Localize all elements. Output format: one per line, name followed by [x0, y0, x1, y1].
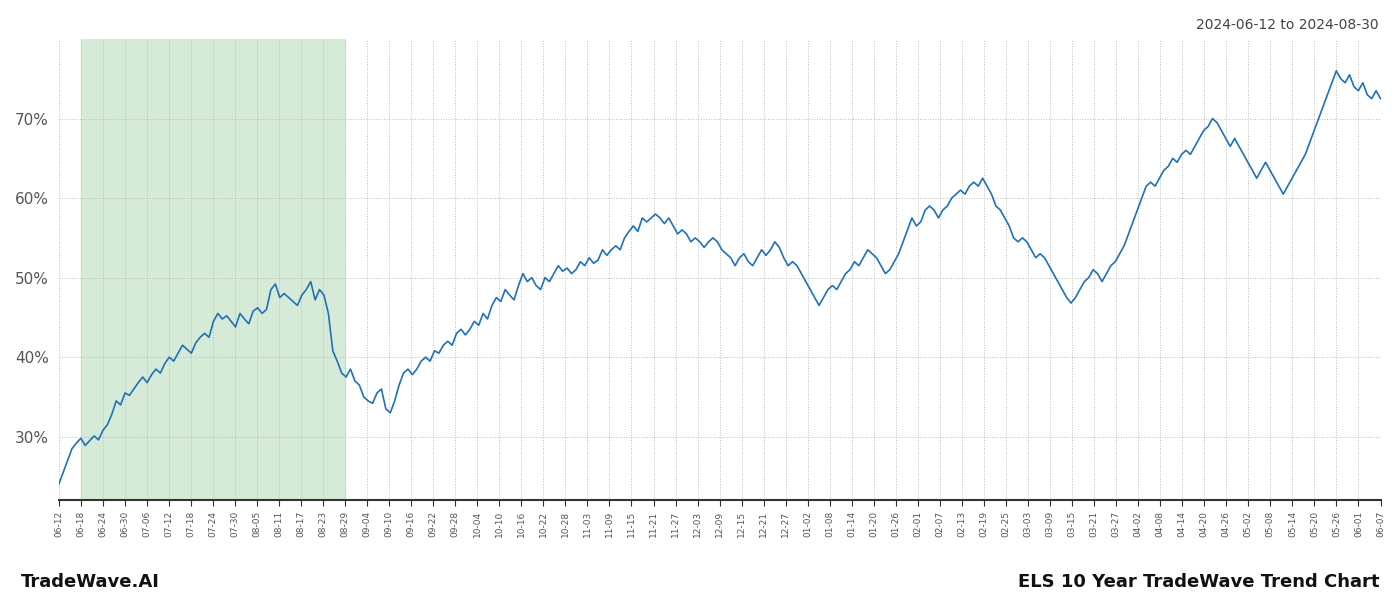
Text: 2024-06-12 to 2024-08-30: 2024-06-12 to 2024-08-30: [1197, 18, 1379, 32]
Bar: [81, 39, 346, 500]
Text: TradeWave.AI: TradeWave.AI: [21, 573, 160, 591]
Text: ELS 10 Year TradeWave Trend Chart: ELS 10 Year TradeWave Trend Chart: [1018, 573, 1379, 591]
